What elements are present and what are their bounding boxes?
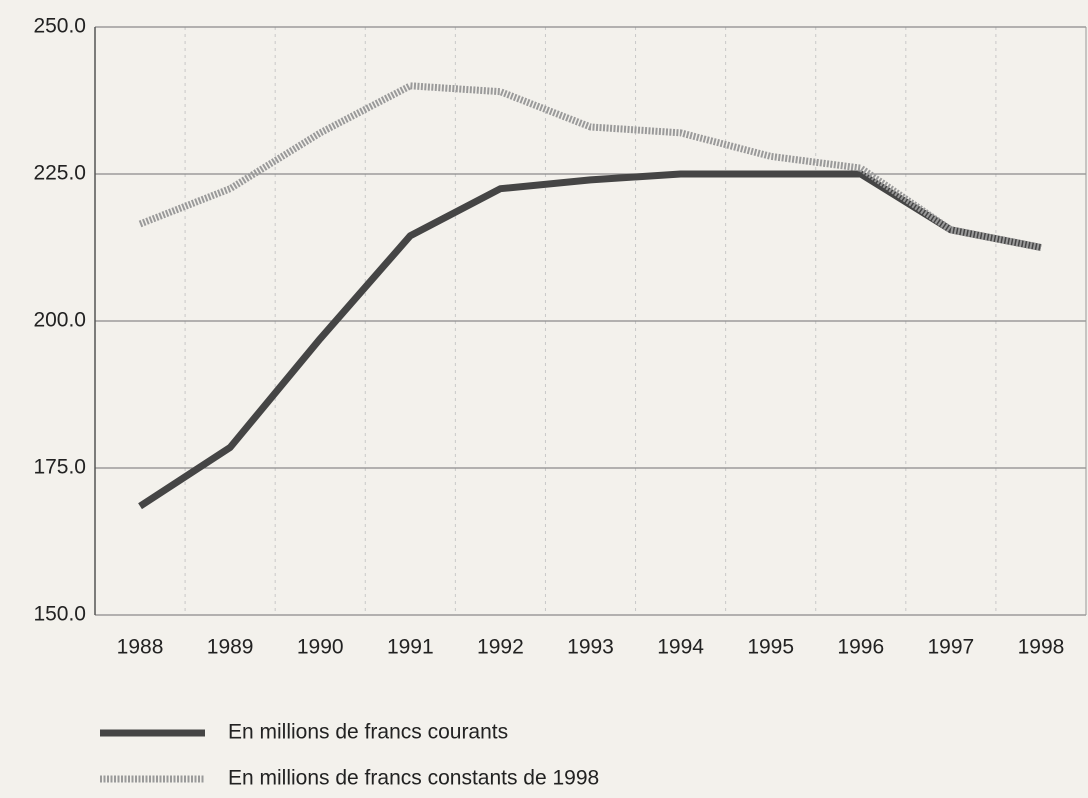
x-tick-label: 1989 [207, 636, 254, 659]
x-tick-label: 1988 [117, 636, 164, 659]
x-tick-label: 1998 [1018, 636, 1065, 659]
line-series [138, 170, 1042, 510]
x-tick-label: 1993 [567, 636, 614, 659]
x-tick-label: 1997 [928, 636, 975, 659]
x-tick-label: 1992 [477, 636, 524, 659]
y-tick-label: 175.0 [33, 456, 86, 479]
x-tick-label: 1990 [297, 636, 344, 659]
y-tick-label: 200.0 [33, 309, 86, 332]
y-tick-label: 150.0 [33, 603, 86, 626]
x-tick-label: 1996 [837, 636, 884, 659]
y-tick-label: 225.0 [33, 162, 86, 185]
line-series [138, 82, 1042, 251]
legend-label: En millions de francs courants [228, 721, 508, 744]
x-tick-label: 1995 [747, 636, 794, 659]
x-tick-label: 1991 [387, 636, 434, 659]
y-tick-label: 250.0 [33, 15, 86, 38]
x-tick-label: 1994 [657, 636, 704, 659]
legend-label: En millions de francs constants de 1998 [228, 767, 599, 790]
